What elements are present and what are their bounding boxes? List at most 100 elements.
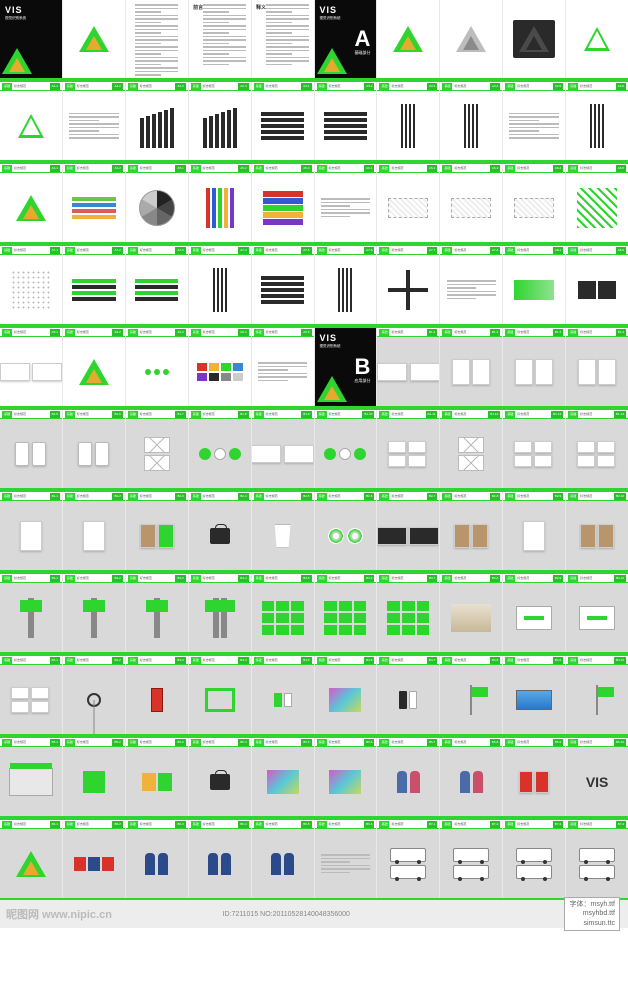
cell-body: [126, 747, 188, 816]
cell-header: 基础 标志规范 A6-2: [377, 164, 439, 173]
page-cell: 基础 标志规范 B7-4: [566, 820, 628, 898]
hdr-block: 基础: [505, 657, 515, 664]
triangle-logo-icon: [393, 26, 423, 52]
hdr-code: B6-3: [175, 821, 185, 828]
hdr-code: B3-1: [50, 575, 60, 582]
discs: [328, 528, 363, 544]
page-cell: 基础 标志规范 B1-12: [440, 410, 503, 488]
hdr-code: A7-2: [112, 247, 122, 254]
hdr-label: 标志规范: [266, 658, 278, 662]
cell-body: [315, 665, 377, 734]
cell-header: 基础 标志规范 A3-6: [566, 82, 628, 91]
flag-icon: [596, 685, 598, 715]
page-cell: 基础 标志规范 B3-5: [252, 574, 315, 652]
hdr-code: A6-3: [490, 165, 500, 172]
shirts: [74, 857, 114, 871]
billboard: [516, 690, 552, 710]
cell-body: [377, 583, 439, 652]
hdr-block: 基础: [379, 329, 389, 336]
hdr-block: 基础: [505, 575, 515, 582]
hdr-label: 标志规范: [14, 412, 26, 416]
hdr-label: 标志规范: [14, 740, 26, 744]
page-cell: 基础 标志规范 B3-9: [503, 574, 566, 652]
hdr-code: B3-3: [175, 575, 185, 582]
cell-body: [377, 501, 439, 570]
hdr-code: B1-11: [426, 411, 438, 418]
cell-header: 基础 标志规范 B1-1: [377, 328, 439, 337]
hdr-block: 基础: [568, 739, 578, 746]
hdr-code: B5-8: [490, 739, 500, 746]
small-items: [274, 693, 292, 707]
clock-icon: [87, 693, 101, 707]
page-cell: 基础 标志规范 B7-1: [377, 820, 440, 898]
page-cell: 基础 标志规范 A5-3: [252, 164, 315, 242]
page-cell: 基础 标志规范 B7-3: [503, 820, 566, 898]
hdr-block: 基础: [505, 165, 515, 172]
hdr-code: B1-5: [50, 411, 60, 418]
cell-body: [315, 419, 377, 488]
hdr-label: 标志规范: [140, 658, 152, 662]
hdr-label: 标志规范: [266, 166, 278, 170]
card-pair: [252, 445, 314, 463]
page-cell: 基础 标志规范 A3-3: [377, 82, 440, 160]
hdr-block: 基础: [65, 411, 75, 418]
hdr-label: 标志规范: [517, 84, 529, 88]
cell-header: 基础 标志规范 B1-3: [503, 328, 565, 337]
cell-body: [566, 419, 628, 488]
cell-body: [377, 829, 439, 898]
page-cell: 基础 标志规范 A3-2: [315, 82, 378, 160]
cell-header: 基础 标志规范 B2-5: [252, 492, 314, 501]
cell-header: 基础 标志规范 B4-1: [0, 656, 62, 665]
cell-header: 基础 标志规范 B3-3: [126, 574, 188, 583]
row-5: 基础 标志规范 A9-1 基础 标志规范 A9-2 基础 标志规范 A9-3 基…: [0, 326, 628, 408]
hdr-code: B4-1: [50, 657, 60, 664]
hdr-code: A9-1: [50, 329, 60, 336]
cell-body: [315, 255, 377, 324]
hdr-label: 标志规范: [517, 248, 529, 252]
cell-header: 基础 标志规范 B4-6: [315, 656, 377, 665]
font-2: simsun.ttc: [569, 919, 615, 928]
h-stripes: [261, 276, 304, 304]
page-cell: 基础 标志规范 B5-2: [63, 738, 126, 816]
cell-header: 基础 标志规范 A5-2: [189, 164, 251, 173]
vis-subtitle: 视觉识别系统: [5, 16, 26, 21]
cell-header: 基础 标志规范 A9-5: [252, 328, 314, 337]
page-cell: 基础 标志规范 A8-2: [566, 246, 628, 324]
triangle-logo-icon: [317, 48, 347, 74]
hdr-code: A3-6: [616, 83, 626, 90]
hdr-block: 基础: [317, 575, 327, 582]
hdr-block: 基础: [191, 165, 201, 172]
cell-body: [0, 337, 62, 406]
vis-title: VIS: [320, 5, 338, 15]
cell-body: [0, 255, 62, 324]
cell-header: 基础 标志规范 A7-8: [440, 246, 502, 255]
hdr-block: 基础: [191, 821, 201, 828]
hdr-label: 标志规范: [517, 494, 529, 498]
hdr-label: 标志规范: [580, 248, 592, 252]
page-cell: 基础 标志规范 B3-6: [315, 574, 378, 652]
mix-stripes: [135, 279, 178, 301]
page-cell: 基础 标志规范 A9-1: [0, 328, 63, 406]
page-cell: 基础 标志规范 A3-4: [440, 82, 503, 160]
row-11: 基础 标志规范 B6-1 基础 标志规范 B6-2 基础 标志规范 B6-3 基…: [0, 818, 628, 900]
cell-header: 基础 标志规范 A9-4: [189, 328, 251, 337]
envelopes: [144, 437, 170, 471]
hdr-code: B1-10: [362, 411, 374, 418]
page-cell: 基础 标志规范 B5-4: [189, 738, 252, 816]
page-cell: 基础 标志规范 B4-10: [566, 656, 628, 734]
hdr-block: 基础: [442, 657, 452, 664]
cell-header: 基础 标志规范 B6-2: [63, 820, 125, 829]
page-cell: 基础 标志规范 B3-3: [126, 574, 189, 652]
hdr-label: 标志规范: [454, 84, 466, 88]
hdr-label: 标志规范: [14, 84, 26, 88]
section-cover: VIS 视觉识别系统: [0, 0, 62, 78]
hdr-block: 基础: [442, 83, 452, 90]
cell-body: [63, 337, 125, 406]
cell-body: [566, 501, 628, 570]
section-cover: VIS 视觉识别系统 A 基础部分: [315, 0, 377, 78]
cell-body: [189, 419, 251, 488]
hdr-code: A7-4: [238, 247, 248, 254]
page-cell: 基础 标志规范 B1-6: [63, 410, 126, 488]
hdr-label: 标志规范: [517, 658, 529, 662]
hdr-block: 基础: [254, 83, 264, 90]
